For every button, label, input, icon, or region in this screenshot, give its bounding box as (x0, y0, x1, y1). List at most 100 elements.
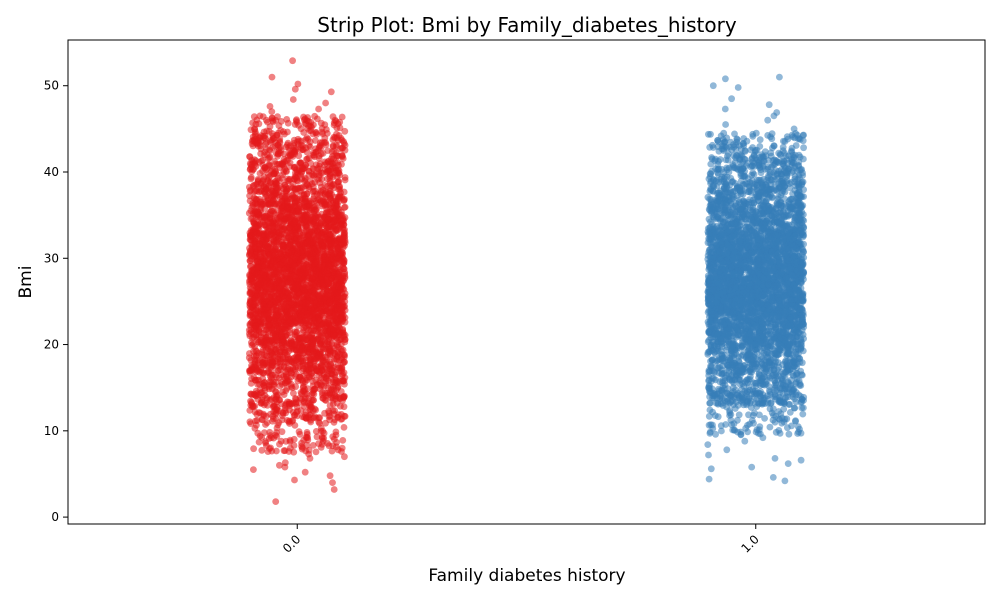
data-point (260, 294, 268, 302)
data-point (306, 374, 313, 381)
data-point (288, 307, 296, 315)
data-point (304, 434, 311, 442)
data-point (256, 280, 264, 288)
data-point (305, 413, 312, 421)
data-point (265, 127, 273, 135)
data-point (307, 364, 315, 372)
data-point (282, 437, 290, 445)
data-point (297, 271, 305, 279)
data-point (319, 391, 326, 399)
data-point (306, 318, 313, 325)
data-point (319, 437, 327, 445)
data-point (317, 119, 325, 127)
data-point (290, 175, 298, 183)
data-point (312, 206, 320, 214)
data-point (267, 201, 274, 209)
data-point (276, 261, 284, 269)
data-point (328, 341, 336, 348)
data-point (312, 344, 320, 352)
data-point (304, 155, 311, 163)
data-point (265, 154, 273, 162)
data-point (298, 168, 306, 176)
data-point (274, 113, 281, 121)
data-point (263, 442, 270, 449)
data-point (256, 112, 264, 120)
data-point (301, 468, 309, 476)
data-point (285, 217, 293, 225)
data-point (269, 223, 277, 231)
data-point (309, 337, 317, 345)
data-point (291, 476, 298, 484)
data-point (335, 272, 342, 280)
data-point (274, 152, 281, 160)
data-point (292, 383, 299, 391)
data-point (310, 386, 318, 393)
data-point (273, 312, 280, 320)
data-point (311, 305, 319, 313)
data-point (273, 447, 280, 455)
data-point (254, 367, 262, 375)
data-point (339, 346, 347, 354)
data-point (278, 197, 285, 205)
data-point (276, 359, 284, 367)
data-point (254, 218, 262, 226)
data-point (255, 339, 263, 346)
data-point (330, 435, 338, 443)
data-point (264, 243, 272, 250)
data-point (286, 163, 293, 170)
data-point (332, 149, 340, 157)
data-point (257, 249, 264, 257)
data-point (266, 103, 274, 110)
data-point (322, 99, 329, 107)
data-point (327, 166, 334, 174)
data-point (291, 236, 299, 244)
data-point (299, 350, 307, 357)
data-point (283, 259, 291, 267)
data-point (324, 183, 331, 190)
data-point (341, 226, 348, 234)
data-point (324, 216, 332, 224)
data-point (323, 126, 330, 133)
series-0.0 (245, 57, 349, 505)
data-point (266, 273, 274, 281)
data-point (272, 498, 280, 505)
data-point (295, 216, 303, 224)
data-point (318, 175, 326, 183)
data-point (251, 402, 259, 410)
data-point (325, 208, 332, 216)
data-point (260, 173, 268, 181)
data-point (318, 271, 326, 278)
points-layer (245, 57, 808, 505)
data-point (282, 143, 290, 151)
data-point (334, 169, 342, 177)
data-point (331, 332, 339, 340)
data-point (337, 315, 345, 322)
data-point (273, 255, 281, 263)
data-point (338, 144, 346, 152)
data-point (253, 209, 260, 217)
data-point (284, 204, 291, 212)
data-point (327, 196, 335, 204)
data-point (284, 289, 291, 297)
data-point (332, 395, 340, 403)
data-point (316, 294, 323, 302)
data-point (282, 313, 290, 321)
data-point (280, 128, 287, 136)
data-point (289, 57, 296, 65)
data-point (263, 394, 271, 402)
data-point (272, 331, 279, 339)
data-point (253, 348, 260, 355)
data-point (282, 272, 290, 280)
data-point (268, 207, 275, 215)
data-point (296, 184, 304, 192)
data-point (312, 448, 320, 456)
data-point (252, 224, 260, 232)
data-point (324, 384, 332, 392)
data-point (248, 339, 255, 346)
data-point (294, 249, 302, 257)
data-point (285, 448, 293, 455)
data-point (302, 215, 309, 223)
data-point (286, 223, 293, 231)
data-point (312, 428, 320, 435)
data-point (340, 188, 348, 196)
